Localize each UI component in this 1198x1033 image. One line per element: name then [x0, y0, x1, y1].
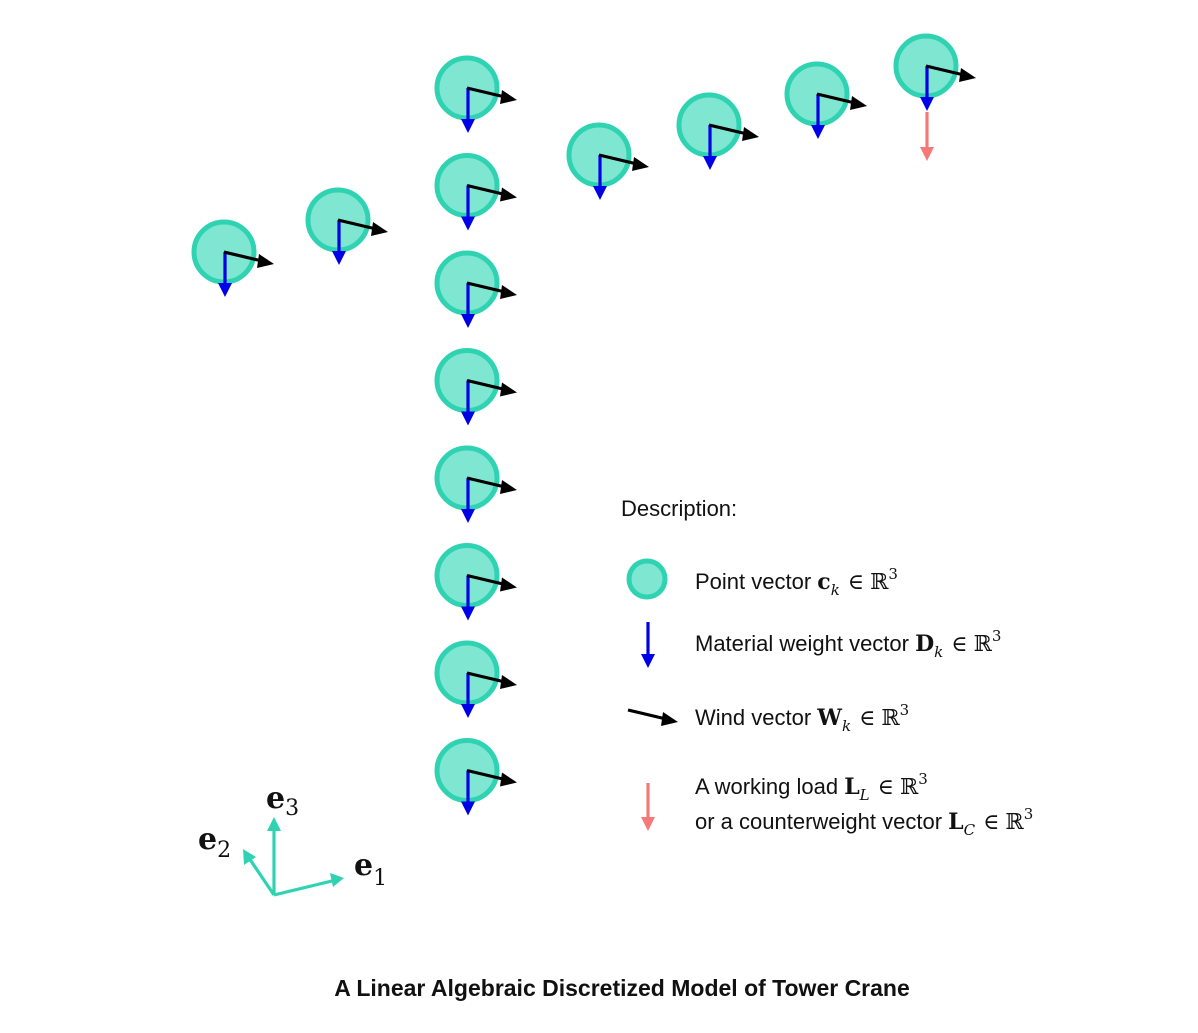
e1-axis-line: [273, 878, 337, 897]
e3-axis-arrowhead-icon: [267, 817, 281, 831]
node-tower-6: [434, 640, 517, 718]
wind-arrow-icon: [598, 153, 649, 171]
node-tower-7: [434, 738, 517, 816]
material-weight-arrow-icon: [920, 66, 934, 111]
legend-label-working-load: A working load LL ∈ ℝ3: [695, 770, 928, 804]
legend-heading: Description:: [621, 496, 737, 521]
wind-arrow-icon: [466, 86, 517, 104]
wind-arrow-icon: [466, 183, 517, 202]
material-weight-arrow-icon: [593, 155, 607, 200]
legend-item-wind: Wind vector Wk ∈ ℝ3: [627, 701, 909, 735]
material-weight-arrow-icon: [461, 185, 475, 231]
coordinate-axes: e3 e1 e2: [198, 781, 387, 897]
e1-label: e1: [354, 848, 387, 891]
node-tower-4: [434, 445, 517, 523]
crane-nodes: [191, 33, 976, 816]
node-tower-5: [434, 543, 517, 621]
blue-down-arrow-icon: [641, 622, 655, 668]
legend-item-material-weight: Material weight vector Dk ∈ ℝ3: [641, 622, 1001, 668]
material-weight-arrow-icon: [461, 88, 475, 133]
legend-item-load: A working load LL ∈ ℝ3 or a counterweight …: [641, 770, 1033, 839]
point-circle-icon: [626, 558, 668, 600]
material-weight-arrow-icon: [703, 125, 717, 170]
wind-arrow-icon: [223, 250, 274, 268]
red-down-arrow-icon: [641, 783, 655, 831]
e3-label: e3: [266, 781, 299, 821]
wind-arrow-icon: [708, 123, 759, 141]
wind-arrow-icon: [466, 768, 517, 787]
e2-label: e2: [198, 822, 231, 863]
node-tower-3: [434, 348, 517, 426]
node-jib-0: [566, 122, 649, 200]
legend-label-counterweight: or a counterweight vector LC ∈ ℝ3: [695, 805, 1033, 839]
figure-title: A Linear Algebraic Discretized Model of …: [334, 975, 910, 1001]
node-counter-jib-1: [305, 187, 388, 265]
e2-axis-line: [247, 857, 276, 896]
material-weight-arrow-icon: [461, 770, 475, 816]
wind-arrow-icon: [816, 92, 867, 110]
material-weight-arrow-icon: [461, 673, 475, 718]
legend-label-material-weight: Material weight vector Dk ∈ ℝ3: [695, 627, 1001, 661]
wind-arrow-icon: [337, 218, 388, 236]
material-weight-arrow-icon: [461, 575, 475, 621]
black-wind-arrow-icon: [627, 708, 678, 726]
legend-label-point-vector: Point vector ck ∈ ℝ3: [695, 565, 898, 599]
material-weight-arrow-icon: [461, 380, 475, 426]
material-weight-arrow-icon: [811, 94, 825, 139]
wind-arrow-icon: [466, 281, 517, 299]
e1-axis-arrowhead-icon: [330, 873, 344, 887]
node-tower-2: [434, 250, 517, 328]
legend: Description: Point vector ck ∈ ℝ3 Material…: [621, 496, 1033, 839]
node-jib-3: [893, 33, 976, 111]
wind-arrow-icon: [925, 64, 976, 82]
node-jib-2: [784, 61, 867, 139]
e2-axis-arrowhead-icon: [243, 849, 256, 865]
working-load-arrow-icon: [920, 112, 934, 161]
legend-item-point-vector: Point vector ck ∈ ℝ3: [626, 558, 898, 600]
material-weight-arrow-icon: [461, 283, 475, 328]
node-counter-jib-0: [191, 219, 274, 297]
wind-arrow-icon: [466, 671, 517, 689]
node-tower-0: [434, 55, 517, 133]
wind-arrow-icon: [466, 476, 517, 494]
node-tower-1: [434, 153, 517, 231]
material-weight-arrow-icon: [218, 252, 232, 297]
node-jib-1: [676, 92, 759, 170]
material-weight-arrow-icon: [461, 478, 475, 523]
wind-arrow-icon: [466, 573, 517, 592]
legend-label-wind: Wind vector Wk ∈ ℝ3: [695, 701, 909, 735]
material-weight-arrow-icon: [332, 220, 346, 265]
wind-arrow-icon: [466, 378, 517, 397]
